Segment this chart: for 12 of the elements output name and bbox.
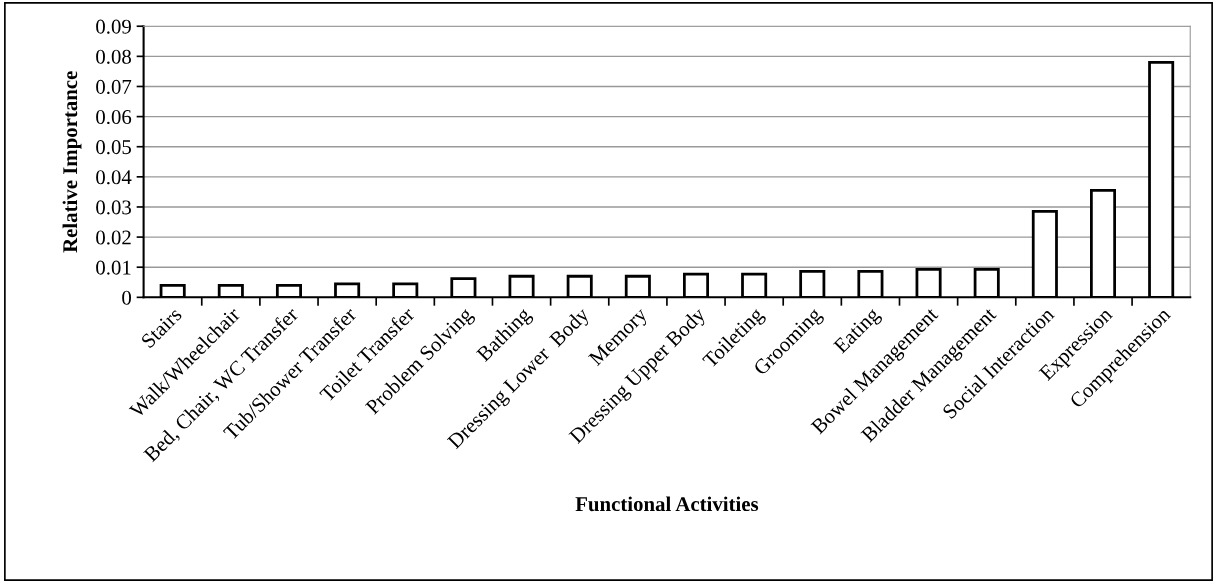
x-axis-title: Functional Activities xyxy=(575,496,759,512)
y-tick-label: 0 xyxy=(122,290,132,305)
y-tick-label: 0.03 xyxy=(96,200,131,215)
y-tick-label: 0.08 xyxy=(96,49,132,64)
y-tick-label: 0.04 xyxy=(96,170,132,185)
y-tick-label: 0.09 xyxy=(96,19,131,34)
y-tick-label: 0.05 xyxy=(96,140,131,155)
y-axis-title: Relative Importance xyxy=(62,71,82,253)
y-tick-label: 0.02 xyxy=(96,230,131,245)
y-tick-label: 0.01 xyxy=(96,260,131,275)
y-tick-label: 0.06 xyxy=(96,109,132,125)
y-tick-label: 0.07 xyxy=(96,79,132,94)
